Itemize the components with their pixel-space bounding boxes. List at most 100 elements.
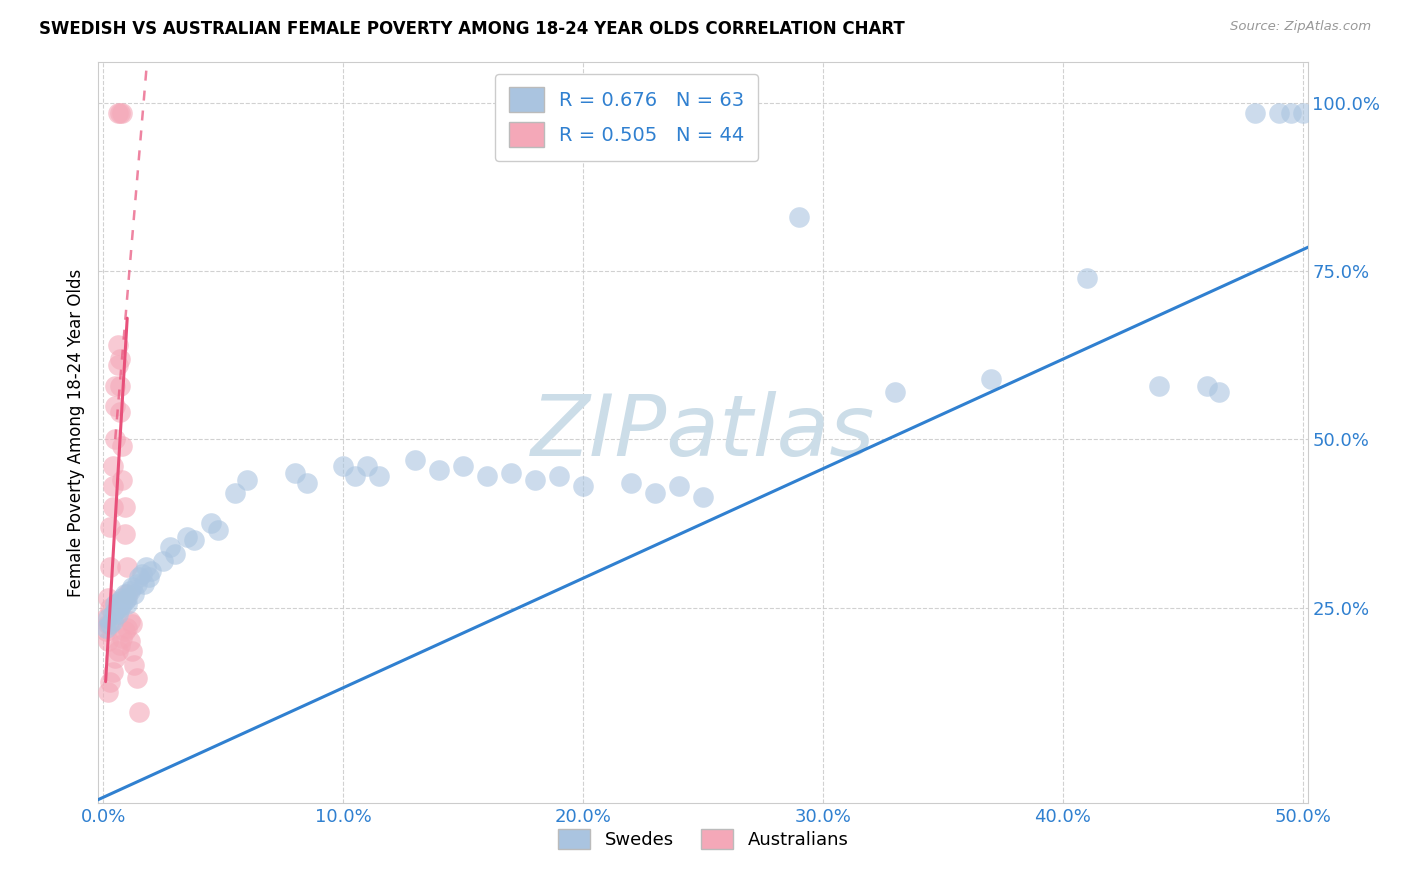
Point (295, 476, 318, 491)
Point (284, 466, 307, 480)
Point (121, 581, 143, 595)
Point (1243, 106, 1265, 120)
Point (108, 351, 131, 366)
Point (104, 604, 127, 618)
Point (572, 479, 595, 493)
Text: Source: ZipAtlas.com: Source: ZipAtlas.com (1230, 20, 1371, 33)
Point (97, 685, 120, 699)
Point (183, 533, 205, 548)
Point (1147, 378, 1170, 392)
Point (101, 479, 124, 493)
Point (118, 614, 141, 628)
Point (1292, 106, 1315, 120)
Point (236, 473, 259, 487)
Point (135, 560, 157, 574)
Text: SWEDISH VS AUSTRALIAN FEMALE POVERTY AMONG 18-24 YEAR OLDS CORRELATION CHART: SWEDISH VS AUSTRALIAN FEMALE POVERTY AMO… (39, 20, 905, 37)
Point (548, 469, 571, 483)
Point (111, 631, 134, 645)
Point (356, 459, 378, 474)
Point (100, 520, 122, 534)
Point (100, 617, 122, 632)
Point (207, 523, 229, 537)
Point (427, 462, 450, 476)
Point (115, 587, 138, 601)
Point (100, 600, 122, 615)
Point (200, 516, 222, 531)
Point (1279, 106, 1302, 120)
Point (1195, 378, 1218, 392)
Point (787, 211, 810, 225)
Point (124, 587, 146, 601)
Point (125, 577, 148, 591)
Point (97, 617, 120, 632)
Point (107, 359, 129, 373)
Point (344, 469, 367, 483)
Point (1268, 106, 1291, 120)
Point (101, 614, 124, 628)
Point (124, 657, 146, 672)
Point (668, 479, 690, 493)
Point (152, 553, 174, 567)
Y-axis label: Female Poverty Among 18-24 Year Olds: Female Poverty Among 18-24 Year Olds (66, 268, 84, 597)
Point (118, 583, 141, 598)
Text: ZIPatlas: ZIPatlas (531, 391, 875, 475)
Point (451, 459, 474, 474)
Point (1208, 385, 1230, 400)
Point (97, 634, 120, 648)
Point (108, 638, 131, 652)
Point (115, 621, 138, 635)
Point (111, 597, 134, 611)
Point (115, 560, 138, 574)
Point (128, 705, 150, 719)
Point (97, 591, 120, 605)
Point (104, 597, 127, 611)
Point (980, 372, 1002, 386)
Point (94, 611, 117, 625)
Point (692, 490, 714, 504)
Point (101, 459, 124, 474)
Point (108, 106, 131, 120)
Point (475, 469, 498, 483)
Point (138, 570, 160, 584)
Point (499, 466, 522, 480)
Point (107, 600, 129, 615)
Point (128, 570, 150, 584)
Point (111, 439, 134, 453)
Point (131, 566, 153, 581)
Point (224, 486, 246, 500)
Legend: Swedes, Australians: Swedes, Australians (550, 822, 856, 856)
Point (104, 651, 127, 665)
Point (101, 665, 124, 679)
Point (132, 577, 155, 591)
Point (121, 617, 143, 632)
Point (368, 469, 391, 483)
Point (97, 611, 120, 625)
Point (94, 624, 117, 639)
Point (114, 526, 136, 541)
Point (115, 597, 138, 611)
Point (644, 486, 666, 500)
Point (114, 500, 136, 514)
Point (101, 607, 124, 622)
Point (101, 500, 124, 514)
Point (176, 530, 198, 544)
Point (524, 473, 547, 487)
Point (104, 433, 127, 447)
Point (159, 540, 181, 554)
Point (107, 338, 129, 352)
Point (108, 600, 131, 615)
Point (125, 671, 148, 685)
Point (100, 560, 122, 574)
Point (404, 452, 426, 467)
Point (332, 459, 354, 474)
Point (104, 378, 127, 392)
Point (108, 378, 131, 392)
Point (884, 385, 907, 400)
Point (114, 587, 136, 601)
Point (114, 594, 136, 608)
Point (107, 106, 129, 120)
Point (94, 621, 117, 635)
Point (111, 106, 134, 120)
Point (104, 399, 127, 413)
Point (118, 634, 141, 648)
